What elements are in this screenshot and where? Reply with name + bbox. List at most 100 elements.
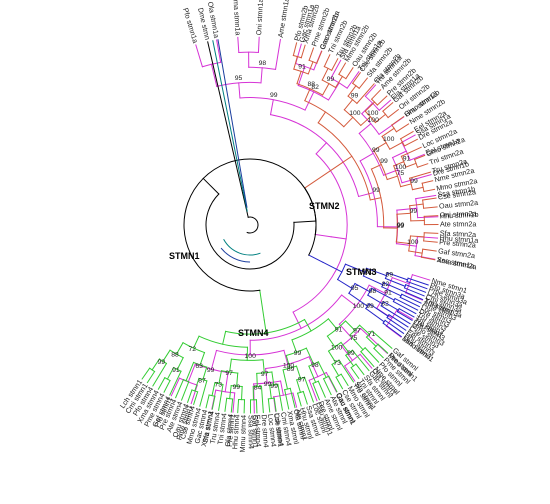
clade-stmn3-tip-branch [384,319,405,335]
bootstrap-value: 99 [386,272,394,279]
clade-stmn1-tip-branch [415,194,437,200]
clade-stmn4-stem [151,358,161,371]
clade-stmn2-stem [334,75,344,89]
clade-stmn1-tip-branch [190,384,198,405]
clade-stmn2-stem [408,250,423,254]
clade-stmn1-tip-branch [364,84,377,98]
clade-stmn4-tip-branch [218,383,224,411]
clade-stmn4-tip-branch [371,330,393,349]
clade-stmn2-tip-branch [423,215,439,217]
bootstrap-value: 99 [158,359,166,366]
bootstrap-value: 97 [353,327,361,334]
leaf-stmn4-16: Hhu stmn4 [230,414,241,449]
clade-stmn4-tip-branch [302,390,308,405]
clade-stmn3-tip-branch [398,307,415,318]
clade-stmn2-tip-branch [292,42,298,57]
clade-stmn2-tip-branch [423,240,438,243]
clade-stmn4-tip-branch [163,379,171,393]
clade-stmn1-stem [358,122,372,135]
clade-stmn1-tip-branch [343,365,356,382]
clade-stmn1-tip-branch [308,379,318,402]
bootstrap-value: 99 [327,76,335,83]
bootstrap-value: 99 [380,158,388,165]
clade-stmn1-stem [224,372,229,393]
clade-stmn1-tip-branch [411,274,431,281]
clade-stmn2-tip-branch [423,188,436,193]
clade-stmn4-stem [271,371,275,386]
clade-stmn4-stem [175,342,184,355]
leaf-stmn4-19: Eel stmn4 [253,415,263,447]
clade-stmn1-tip-branch [170,377,181,397]
clade-stmn2-tip-branch [300,44,306,59]
bootstrap-value: 99 [270,383,278,390]
leaf-stmn1-17: Hhu stmn1a [439,233,478,245]
bootstrap-value: 63 [195,363,203,370]
leaf-stmn1-2: Xma stmn1a [231,0,243,36]
clade-stmn2-stem [317,111,327,124]
clade-stmn4-tip-branch [350,366,360,380]
clade-stmn2-tip-branch [422,197,437,201]
clade-stmn4-stem [282,369,289,390]
clade-stmn2-stem [381,127,395,138]
clade-stmn4-stem [305,347,315,365]
clade-stmn1-tip-branch [417,216,439,219]
clade-stmn2-stem [389,141,404,150]
bootstrap-value: 99 [410,178,418,185]
clade-stmn2-stem [304,88,311,102]
clade-stmn1-stem [297,65,306,87]
clade-stmn2-stem [396,212,411,215]
bootstrap-value: 100 [367,110,379,117]
clade-stmn4-tip-branch [328,375,338,393]
bootstrap-value: 98 [259,60,267,67]
clade-stem-stmn4 [259,289,265,321]
clade-stmn4-stem [295,365,302,380]
bootstrap-value: 89 [287,366,295,373]
clade-stmn4-stem [327,350,337,363]
clade-stmn1-stem [340,345,354,362]
clade-stmn2-tip-branch [422,248,437,252]
clade-stmn3-tip-branch [383,282,424,301]
bootstrap-value: 91 [172,367,180,374]
bootstrap-value: 99 [397,223,405,230]
clade-stmn1-node-arc [269,114,360,198]
clade-stmn1-stem [396,207,418,211]
clade-stmn4-stem [365,336,377,347]
clade-stmn4-stem [185,361,195,382]
clade-stmn4-stem [327,318,338,330]
leaf-stmn4-20: Dre stmn4 [260,414,271,448]
backbone-stem-23 [293,220,317,223]
clade-stmn4-tip-branch [180,381,190,401]
leaf-labels: Pfo stmn1a Ola stmn1a Xma stmn1a Oni stmn1a… [118,0,479,453]
bootstrap-value: 99 [270,92,278,99]
clade-stmn1-stem [361,102,374,115]
bootstrap-value: 73 [215,382,223,389]
clade-stmn2-tip-branch [408,171,432,179]
bootstrap-value: 100 [407,239,419,246]
bootstrap-value: 97 [298,376,306,383]
clade-stmn3-stem [348,292,369,307]
clade-stmn4-stem [241,385,243,401]
clade-stmn2-stem [409,235,425,238]
clade-stmn1-tip-branch [232,392,236,413]
clade-stmn4-tip-branch [267,398,271,413]
clade-stmn4-stem [199,351,206,366]
outgroup-branch-3 [217,39,248,208]
clade-stmn1-tip-branch [274,38,282,70]
leaf-stmn2-4: Ate stmn2a [440,219,476,228]
clade-stmn2-tip-branch [338,62,347,75]
bootstrap-value: 100 [368,117,380,124]
clade-stmn2-stem [342,155,353,164]
clade-stmn4-stem [317,361,327,379]
clade-stmn3-tip-branch [406,280,428,290]
clade-label-stmn1: STMN1 [169,251,200,261]
leaf-stmn1-16: Hhu stmn1b [440,210,479,221]
clade-stmn4-stem [349,334,364,351]
clade-stmn4-stem [358,324,371,335]
bootstrap-value: 82 [311,84,319,91]
clade-stmn4-stem [236,372,239,387]
clade-stmn1-stem [187,363,196,383]
clade-stmn4-stem [229,358,232,373]
clade-stmn4-tip-branch [174,378,185,399]
clade-stmn1-tip-branch [405,292,424,301]
clade-stmn4-stem [308,365,317,383]
